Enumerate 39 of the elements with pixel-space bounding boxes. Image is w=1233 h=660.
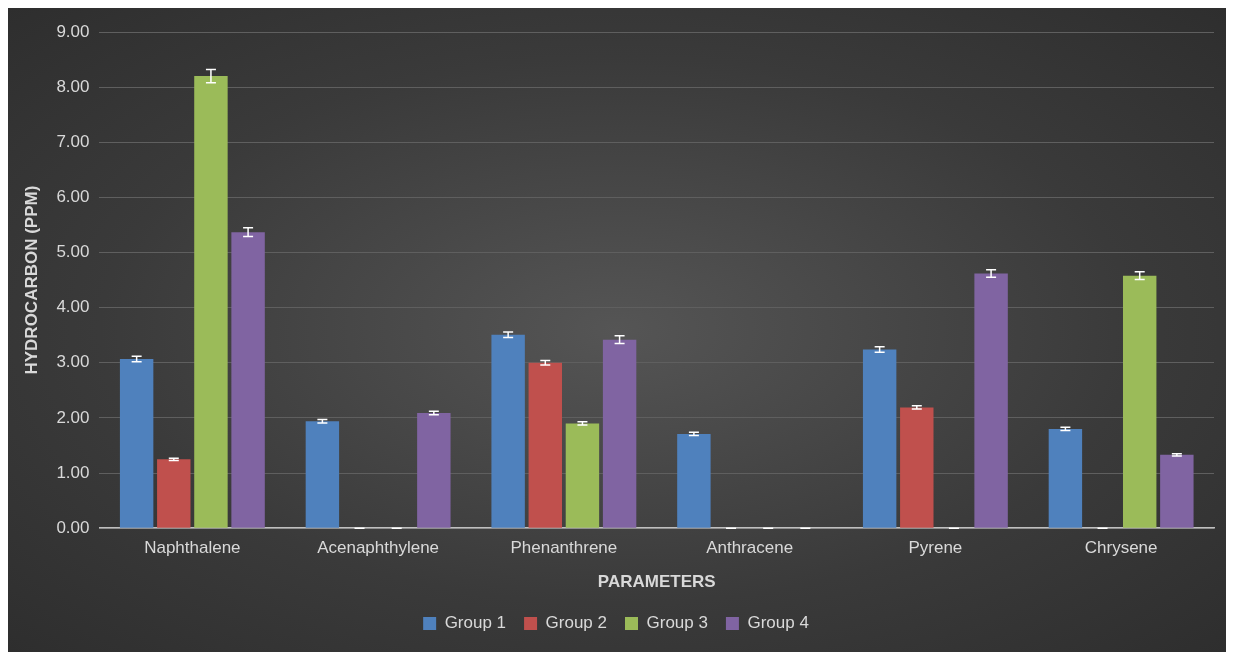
x-tick-label: Phenanthrene — [510, 538, 618, 558]
y-tick-label: 3.00 — [56, 352, 90, 372]
bar — [491, 334, 525, 528]
bar — [974, 273, 1008, 528]
x-tick-label: Chrysene — [1084, 538, 1158, 558]
bar — [1160, 454, 1194, 528]
y-tick-label: 5.00 — [56, 242, 90, 262]
y-tick-label: 9.00 — [56, 21, 90, 41]
bar — [231, 232, 265, 528]
bar — [900, 407, 934, 528]
y-axis-title: HYDROCARBON (PPM) — [21, 185, 41, 375]
y-tick-label: 8.00 — [56, 76, 90, 96]
bar — [602, 339, 637, 528]
legend-label: Group 1 — [444, 613, 507, 633]
legend-label: Group 4 — [747, 613, 809, 633]
y-tick-label: 4.00 — [56, 297, 90, 317]
bar — [119, 358, 154, 528]
y-tick-label: 1.00 — [56, 462, 90, 482]
bar — [528, 362, 563, 528]
x-tick-label: Naphthalene — [144, 538, 241, 558]
bar — [1048, 428, 1083, 528]
bar — [677, 433, 711, 528]
x-tick-label: Pyrene — [908, 538, 963, 558]
y-tick-label: 0.00 — [56, 517, 90, 537]
x-tick-label: Anthracene — [706, 538, 794, 558]
bar — [862, 349, 897, 528]
bar — [305, 421, 340, 528]
legend-label: Group 3 — [646, 613, 708, 633]
bar — [157, 459, 191, 528]
y-tick-label: 2.00 — [56, 407, 90, 427]
bar — [1122, 275, 1157, 528]
x-axis-title: PARAMETERS — [597, 572, 716, 592]
bar — [417, 412, 451, 528]
bar — [565, 423, 600, 528]
y-tick-label: 7.00 — [56, 131, 90, 151]
x-tick-label: Acenaphthylene — [317, 538, 440, 558]
bar — [194, 76, 228, 528]
legend-label: Group 2 — [545, 613, 608, 633]
y-tick-label: 6.00 — [56, 187, 90, 207]
